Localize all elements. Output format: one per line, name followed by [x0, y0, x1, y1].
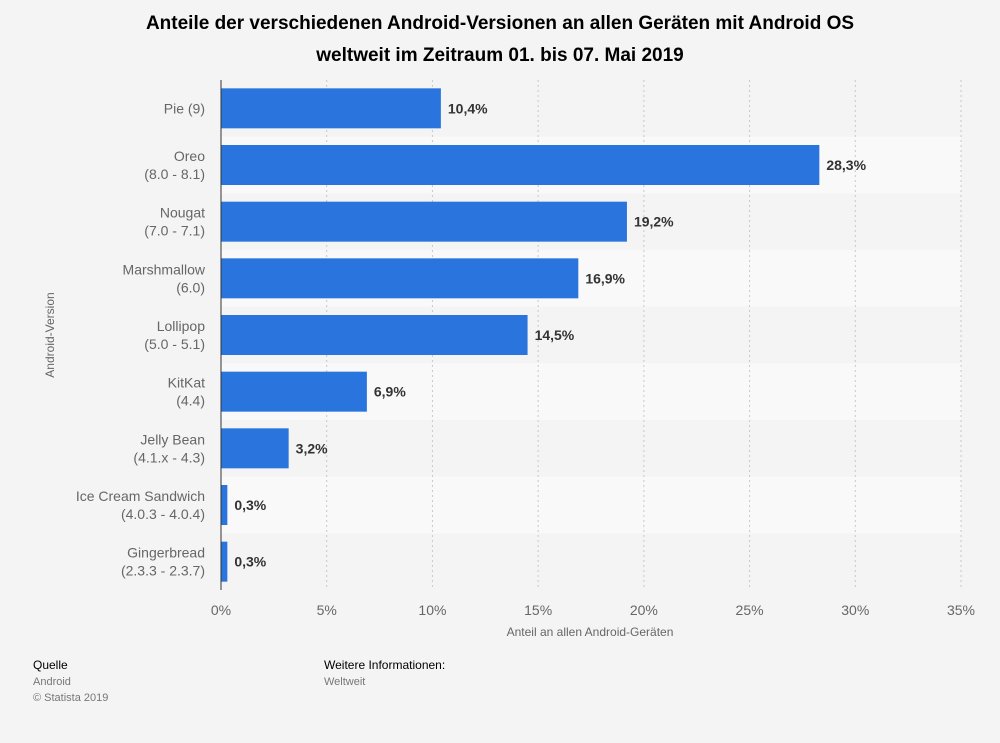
- bar: [221, 428, 289, 469]
- value-label: 19,2%: [634, 214, 674, 230]
- value-label: 28,3%: [826, 157, 866, 173]
- value-label: 3,2%: [296, 440, 328, 456]
- bar: [221, 485, 228, 525]
- source-name: Android: [33, 676, 71, 688]
- chart-title: Anteile der verschiedenen Android-Versio…: [0, 8, 1000, 72]
- info-heading: Weitere Informationen:: [324, 658, 446, 672]
- value-label: 0,3%: [234, 497, 266, 513]
- category-label: (2.3.3 - 2.3.7): [121, 563, 205, 579]
- category-label: Marshmallow: [123, 261, 206, 277]
- x-tick-label: 10%: [418, 602, 446, 618]
- x-tick-label: 0%: [211, 602, 231, 618]
- x-axis-title: Anteil an allen Android-Geräten: [507, 625, 674, 639]
- category-label: Lollipop: [157, 318, 205, 334]
- category-label: KitKat: [168, 375, 205, 391]
- chart-title-line-2: weltweit im Zeitraum 01. bis 07. Mai 201…: [316, 45, 684, 66]
- x-tick-label: 20%: [630, 602, 658, 618]
- info-value: Weltweit: [324, 676, 366, 688]
- x-tick-label: 35%: [947, 602, 975, 618]
- category-label: Ice Cream Sandwich: [76, 488, 205, 504]
- value-label: 14,5%: [535, 327, 575, 343]
- category-label: (5.0 - 5.1): [144, 336, 205, 352]
- bar: [221, 541, 228, 582]
- bar: [221, 201, 627, 242]
- x-tick-label: 25%: [736, 602, 764, 618]
- bar: [221, 88, 441, 129]
- row-band: [221, 476, 961, 534]
- value-label: 10,4%: [448, 100, 488, 116]
- value-label: 0,3%: [234, 554, 266, 570]
- bar: [221, 371, 367, 412]
- category-label: Pie (9): [164, 100, 205, 116]
- source-heading: Quelle: [33, 658, 68, 672]
- x-tick-label: 15%: [524, 602, 552, 618]
- category-label: (4.1.x - 4.3): [133, 449, 205, 465]
- category-label: (8.0 - 8.1): [144, 166, 205, 182]
- category-label: (6.0): [176, 279, 205, 295]
- category-label: (4.0.3 - 4.0.4): [121, 506, 205, 522]
- bar-chart: 10,4% Pie (9) 28,3% Oreo (8.0 - 8.1) 19,2% Nou…: [43, 80, 975, 639]
- y-axis-title: Android-Version: [43, 292, 57, 377]
- chart-title-line-1: Anteile der verschiedenen Android-Versio…: [145, 13, 855, 34]
- copyright: © Statista 2019: [33, 692, 109, 704]
- x-tick-label: 30%: [841, 602, 869, 618]
- value-label: 6,9%: [374, 384, 406, 400]
- category-label: (4.4): [176, 393, 205, 409]
- category-label: (7.0 - 7.1): [144, 223, 205, 239]
- category-label: Jelly Bean: [140, 431, 205, 447]
- bar: [221, 145, 820, 185]
- category-label: Gingerbread: [127, 545, 205, 561]
- value-label: 16,9%: [585, 270, 625, 286]
- bar: [221, 258, 579, 299]
- category-label: Nougat: [160, 205, 205, 221]
- x-tick-label: 5%: [317, 602, 337, 618]
- bar: [221, 315, 528, 355]
- category-label: Oreo: [174, 148, 205, 164]
